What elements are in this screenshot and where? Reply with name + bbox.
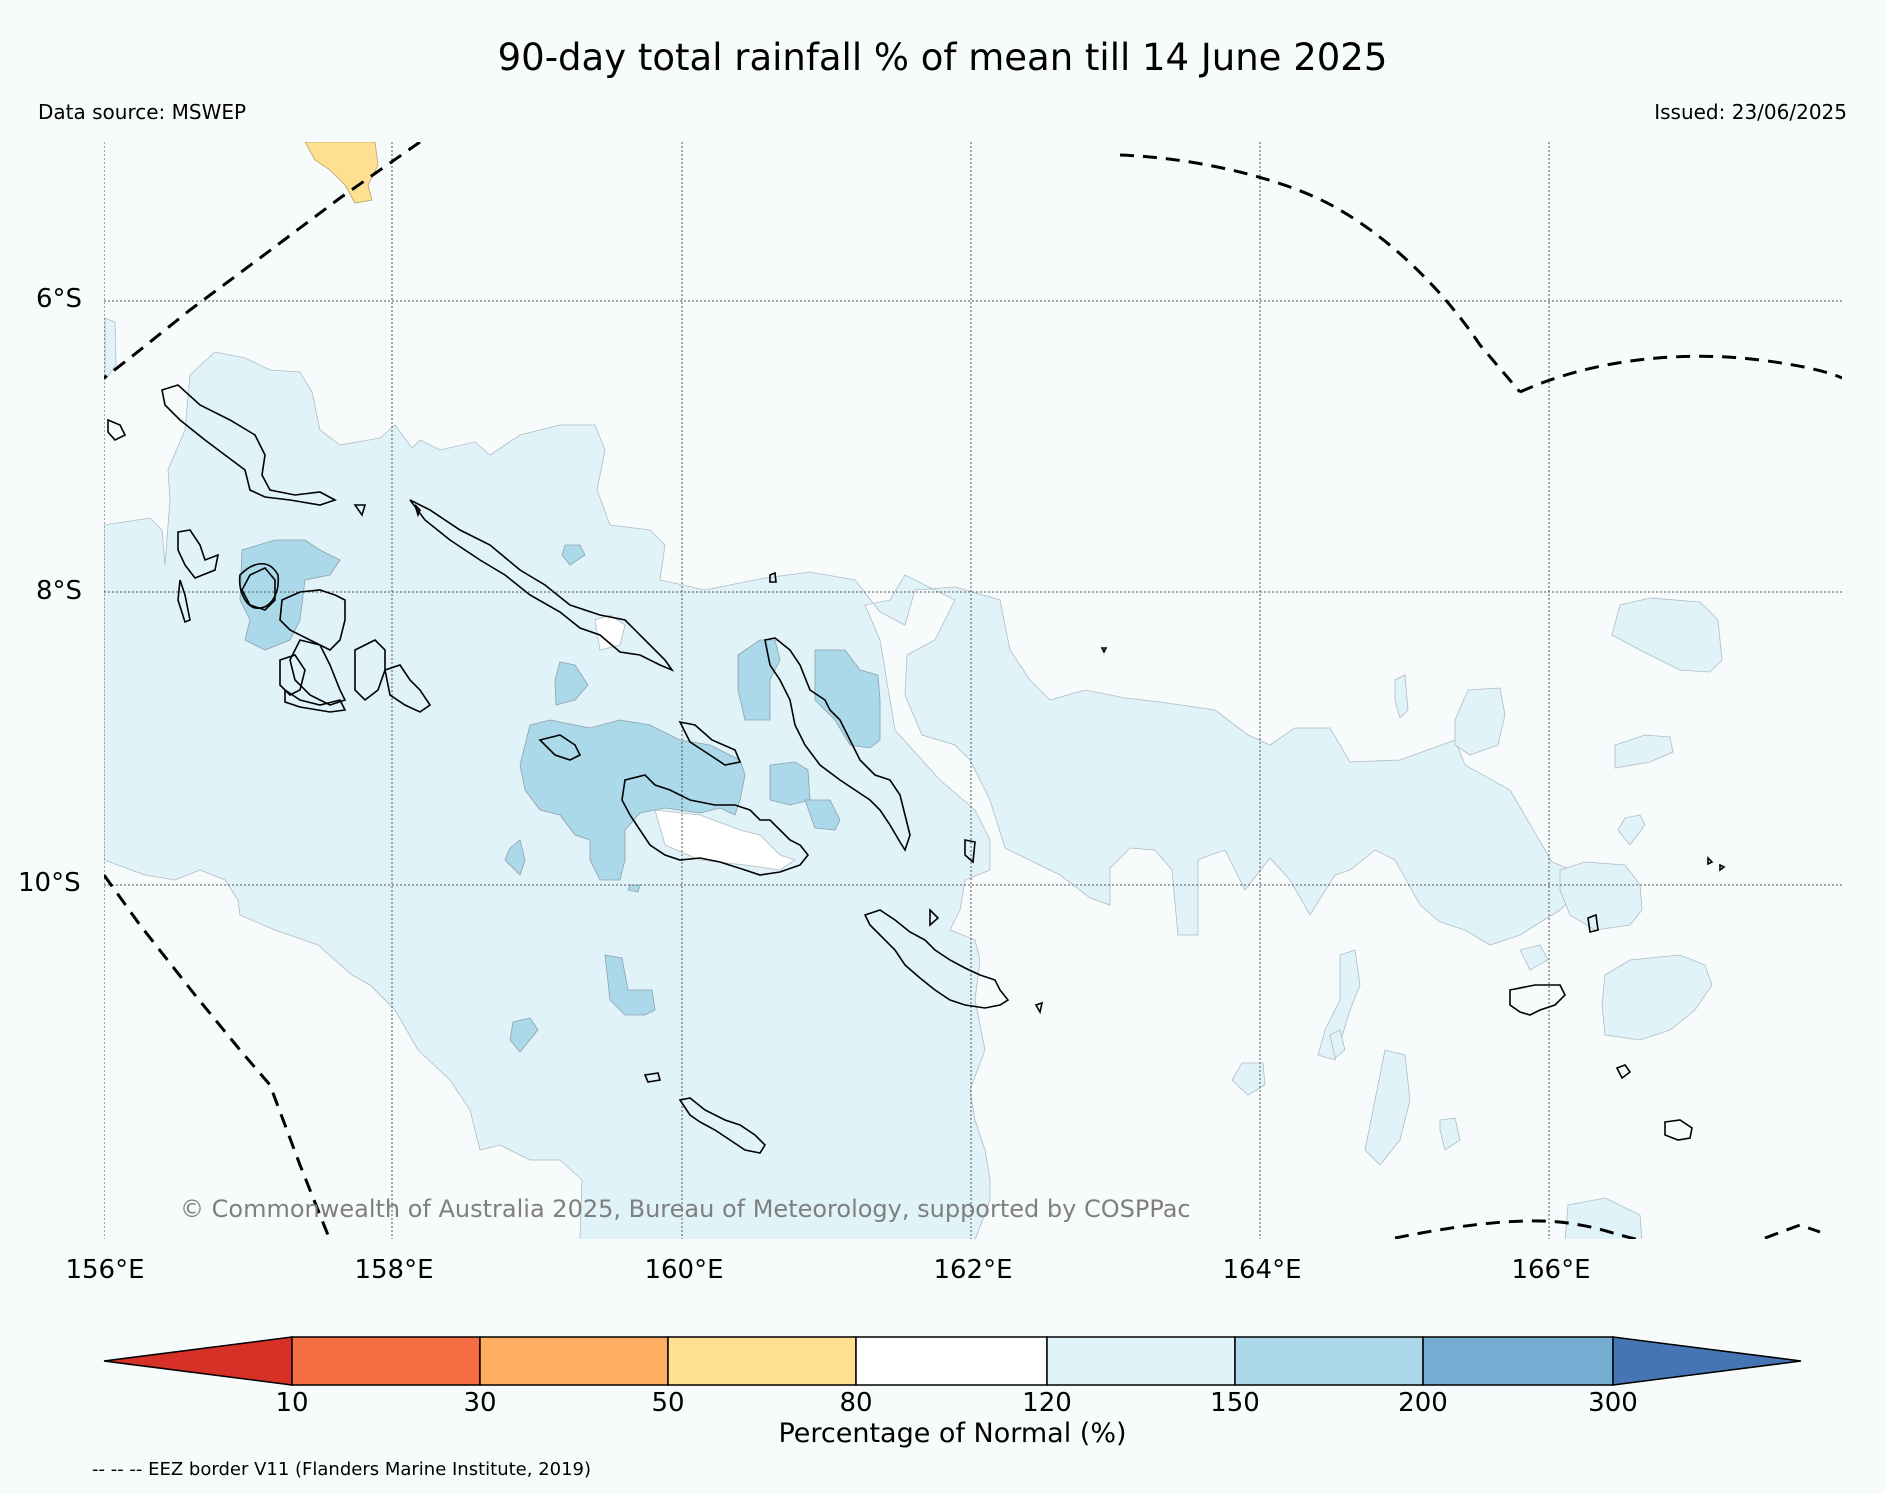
colorbar-segment-above-300 <box>1612 1336 1802 1386</box>
colorbar-segment-80-120 <box>855 1336 1048 1386</box>
colorbar-segment-below-10 <box>103 1336 293 1386</box>
colorbar-segment-10-30 <box>291 1336 481 1386</box>
colorbar-tick-150: 150 <box>1210 1388 1260 1418</box>
lon-label-156e: 156°E <box>65 1255 145 1285</box>
colorbar-segment-150-200 <box>1234 1336 1424 1386</box>
colorbar-tick-300: 300 <box>1588 1388 1638 1418</box>
colorbar-tick-80: 80 <box>839 1388 873 1418</box>
data-source-label: Data source: MSWEP <box>38 100 247 124</box>
colorbar <box>103 1336 1802 1386</box>
colorbar-segment-200-300 <box>1422 1336 1614 1386</box>
lat-label-10s: 10°S <box>18 868 81 898</box>
eez-legend-note: -- -- -- EEZ border V11 (Flanders Marine… <box>92 1459 592 1480</box>
colorbar-tick-10: 10 <box>275 1388 309 1418</box>
rainfall-50-80-region <box>304 142 379 204</box>
map-area <box>104 142 1842 1239</box>
lon-label-158e: 158°E <box>354 1255 434 1285</box>
colorbar-title: Percentage of Normal (%) <box>778 1418 1127 1449</box>
colorbar-segment-120-150 <box>1046 1336 1236 1386</box>
rainfall-120-150-region <box>104 317 1723 1239</box>
map-gridlines <box>104 142 1842 1239</box>
chart-title: 90-day total rainfall % of mean till 14 … <box>497 36 1388 79</box>
rainfall-80-120-region <box>594 614 796 871</box>
colorbar-tick-120: 120 <box>1022 1388 1072 1418</box>
lat-label-6s: 6°S <box>36 284 83 314</box>
colorbar-tick-30: 30 <box>463 1388 497 1418</box>
colorbar-tick-200: 200 <box>1398 1388 1448 1418</box>
copyright-notice: © Commonwealth of Australia 2025, Bureau… <box>180 1195 1191 1223</box>
colorbar-segment-30-50 <box>479 1336 669 1386</box>
issued-date-label: Issued: 23/06/2025 <box>1654 100 1847 124</box>
eez-border <box>104 142 1842 1239</box>
lon-label-160e: 160°E <box>644 1255 724 1285</box>
colorbar-segment-50-80 <box>667 1336 857 1386</box>
lon-label-164e: 164°E <box>1222 1255 1302 1285</box>
lon-label-162e: 162°E <box>933 1255 1013 1285</box>
colorbar-tick-50: 50 <box>651 1388 685 1418</box>
island-coastlines <box>107 384 1726 1154</box>
lon-label-166e: 166°E <box>1511 1255 1591 1285</box>
lat-label-8s: 8°S <box>36 576 83 606</box>
